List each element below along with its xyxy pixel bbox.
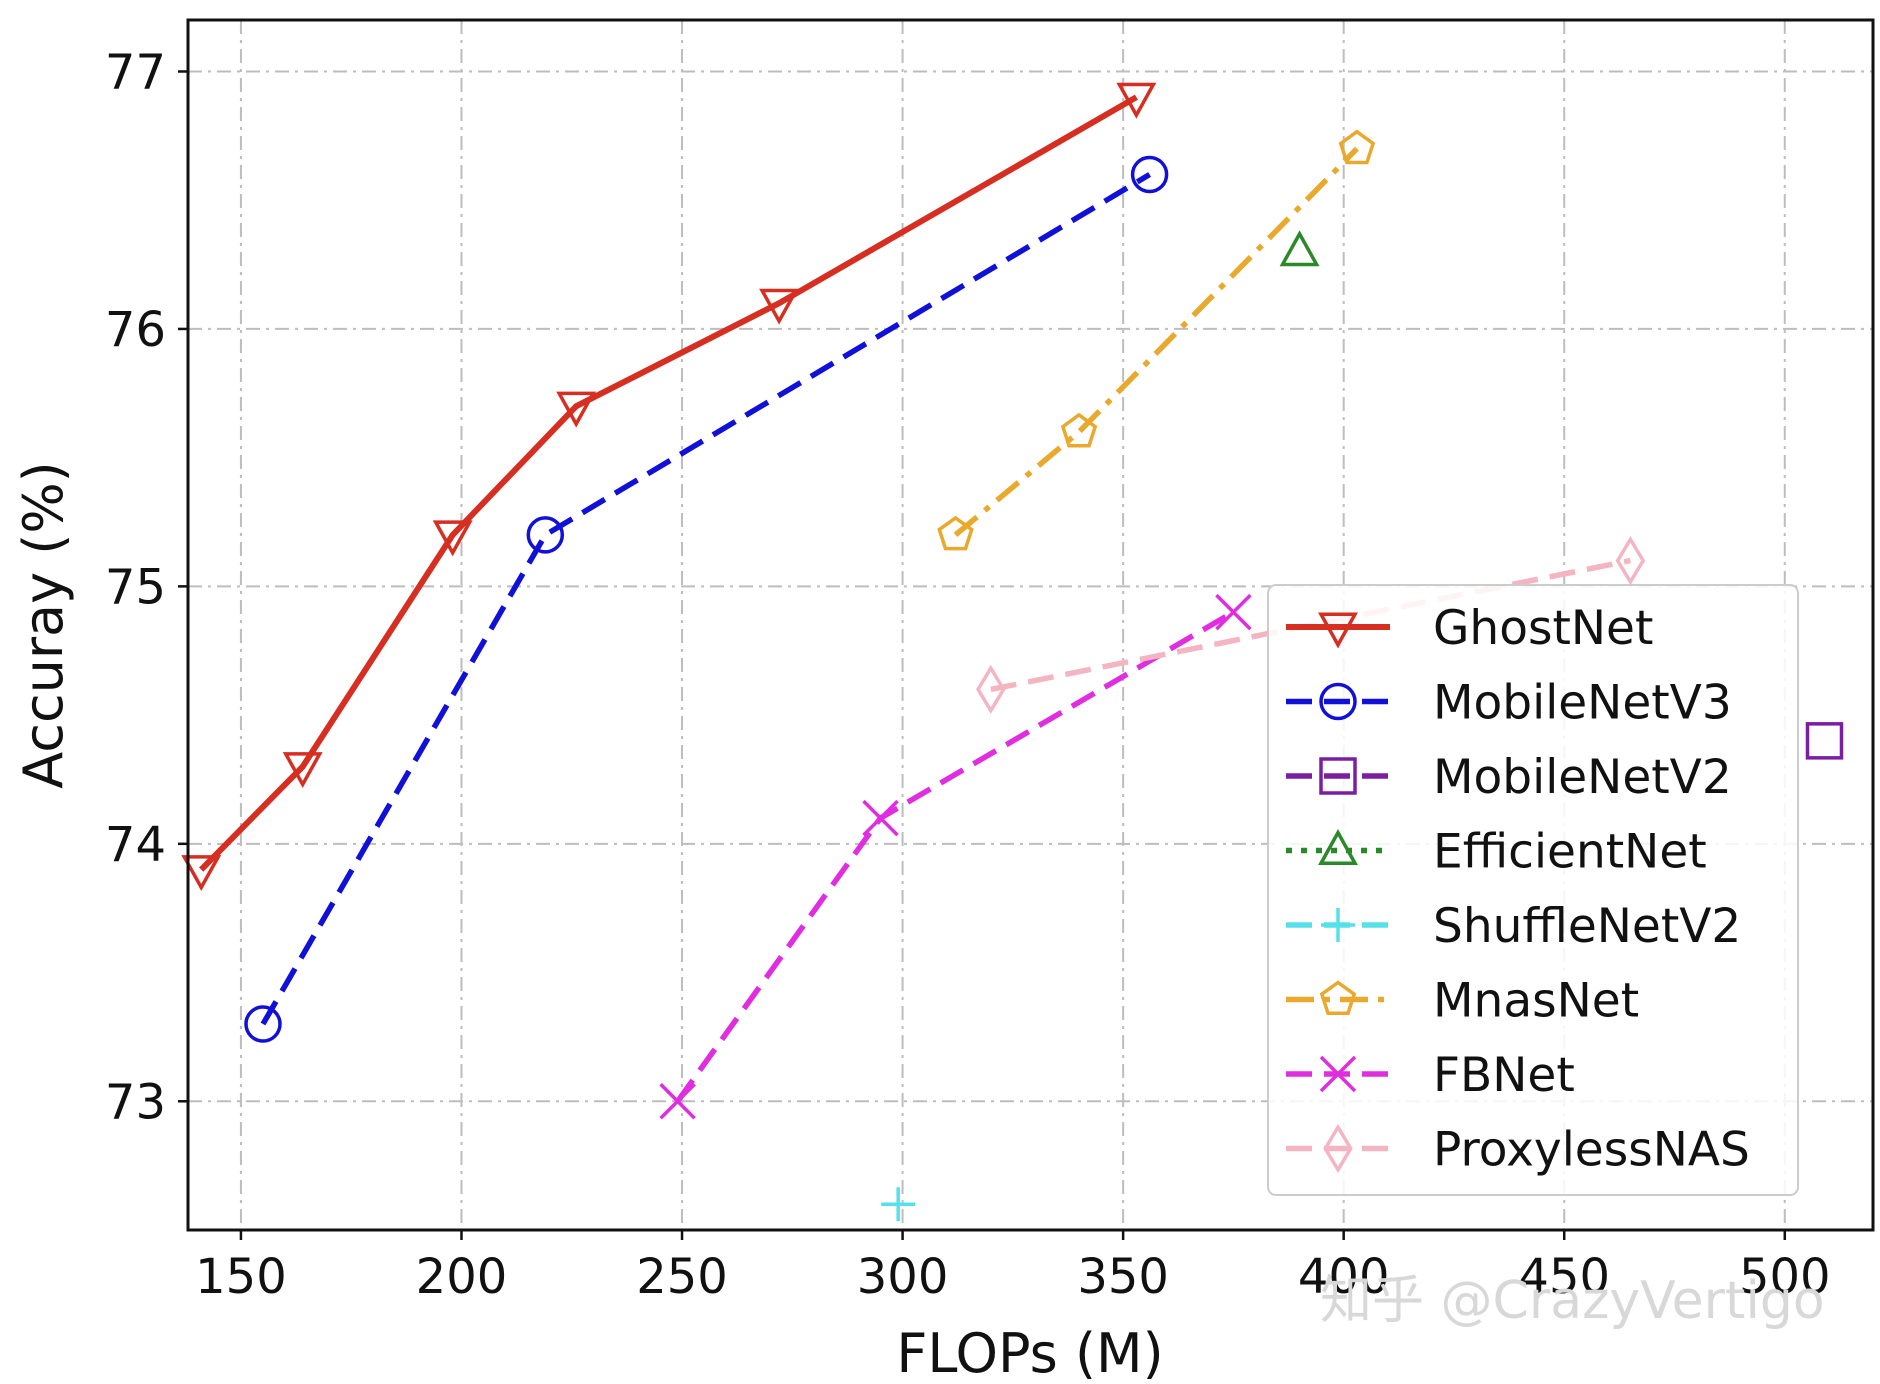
data-point-ghostnet [759,288,800,325]
legend-label-mnasnet: MnasNet [1433,974,1639,1029]
legend-label-proxylessnas: ProxylessNAS [1433,1123,1750,1178]
legend-label-shufflenetv2: ShuffleNetV2 [1433,899,1741,954]
x-axis-label: FLOPs (M) [896,1322,1163,1384]
series-line-mobilenetv3 [260,172,1152,1026]
data-point-fbnet [1215,593,1252,631]
legend-label-efficientnet: EfficientNet [1433,825,1707,880]
legend-label-mobilenetv2: MobileNetV2 [1433,750,1732,805]
y-tick-label: 74 [105,817,166,873]
plot-frame [186,18,1875,1232]
data-point-fbnet [862,799,899,837]
x-tick-label: 500 [1739,1249,1831,1305]
data-point-proxylessnas [1615,535,1646,586]
data-point-ghostnet [181,855,222,892]
x-tick-label: 200 [416,1249,508,1305]
y-tick-label: 76 [105,302,166,358]
data-point-mobilenetv3 [526,516,565,554]
x-tick-label: 250 [636,1249,728,1305]
data-point-fbnet [659,1083,696,1120]
data-point-mobilenetv3 [1130,155,1169,194]
data-point-mobilenetv3 [244,1005,282,1043]
x-tick-label: 400 [1298,1249,1390,1305]
legend-marker-fbnet [1319,1055,1357,1093]
legend-marker-shufflenetv2 [1321,908,1355,942]
x-ticks: 150 200 250 300 350 400 450 500 [195,1230,1831,1305]
legend-marker-ghostnet [1318,612,1358,649]
legend-marker-mobilenetv2 [1319,757,1357,795]
data-point-mnasnet [1338,129,1376,165]
data-point-ghostnet [1116,82,1157,119]
markers [181,82,1844,1222]
y-tick-label: 75 [105,559,166,615]
x-tick-label: 450 [1518,1249,1610,1305]
legend-marker-proxylessnas [1323,1123,1353,1174]
data-point-mobilenetv2 [1805,722,1844,760]
data-point-proxylessnas [976,664,1006,715]
legend-marker-mobilenetv3 [1319,682,1357,721]
y-axis-label: Accuray (%) [12,461,75,788]
legend: GhostNet MobileNetV3 MobileNetV2 EfficientN… [1267,584,1799,1196]
data-point-mnasnet [937,515,974,551]
data-point-ghostnet [556,391,597,428]
x-tick-label: 150 [195,1249,287,1305]
y-tick-label: 73 [105,1074,166,1130]
x-tick-label: 350 [1077,1249,1169,1305]
legend-label-mobilenetv3: MobileNetV3 [1433,676,1732,731]
data-point-shufflenetv2 [881,1187,916,1222]
legend-marker-mnasnet [1319,980,1357,1016]
x-tick-label: 300 [857,1249,949,1305]
legend-label-fbnet: FBNet [1433,1048,1575,1103]
data-point-efficientnet [1279,230,1320,267]
y-ticks: 73 74 75 76 77 [105,44,188,1130]
data-point-mnasnet [1060,412,1098,448]
y-tick-label: 77 [105,44,166,100]
legend-label-ghostnet: GhostNet [1433,601,1653,656]
data-point-ghostnet [282,752,323,789]
legend-box [1267,584,1799,1196]
legend-marker-efficientnet [1318,829,1358,865]
watermark: 知乎 @CrazyVertigo [1320,1271,1825,1331]
data-point-ghostnet [432,520,473,557]
series-line-ghostnet [199,94,1138,872]
